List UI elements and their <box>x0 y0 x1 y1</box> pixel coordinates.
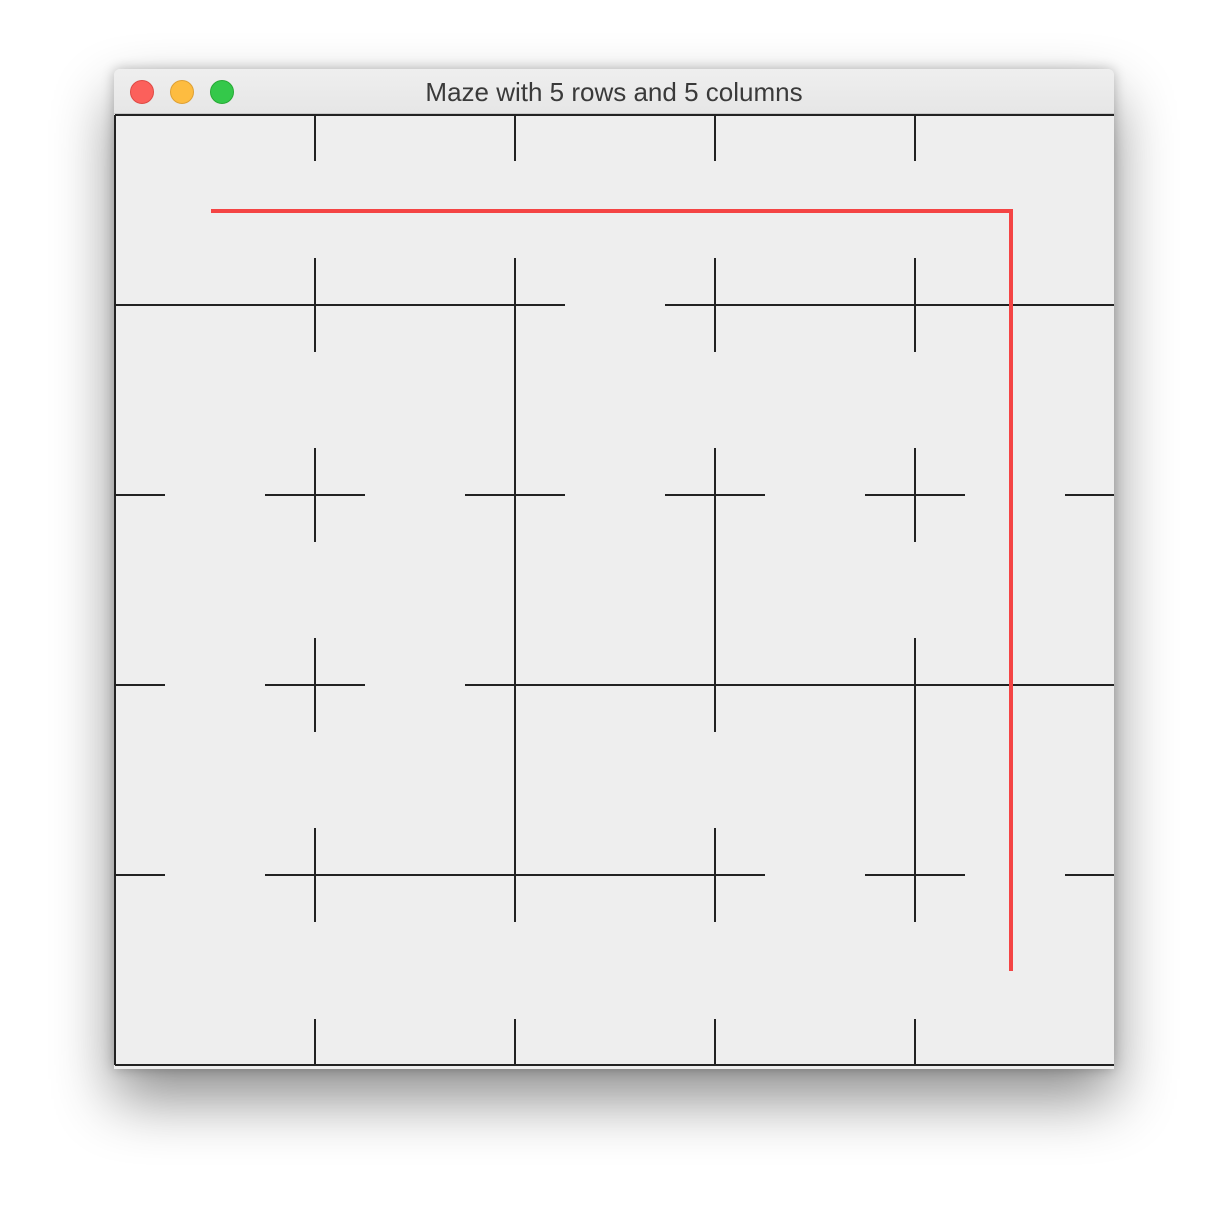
minimize-button[interactable] <box>170 80 194 104</box>
maze-canvas <box>114 114 1114 1069</box>
close-button[interactable] <box>130 80 154 104</box>
maze-window: Maze with 5 rows and 5 columns <box>114 69 1114 1069</box>
window-title: Maze with 5 rows and 5 columns <box>425 77 803 107</box>
title-bar[interactable]: Maze with 5 rows and 5 columns <box>114 69 1114 114</box>
maze-drawing <box>114 114 1114 1066</box>
zoom-button[interactable] <box>210 80 234 104</box>
solution-path <box>211 209 1013 971</box>
